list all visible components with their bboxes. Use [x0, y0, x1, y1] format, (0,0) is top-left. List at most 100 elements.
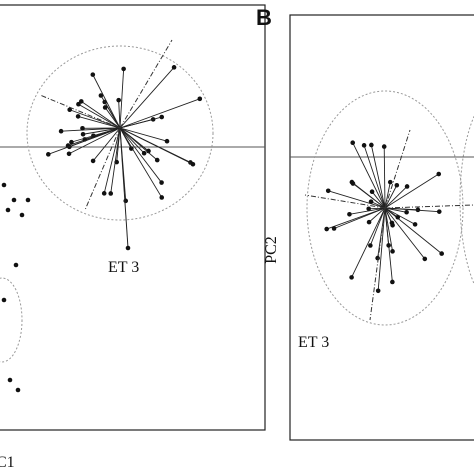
- panel-letter: B: [256, 5, 272, 30]
- point: [350, 140, 356, 145]
- group-label: ET 3: [108, 259, 139, 276]
- ray: [92, 127, 121, 162]
- ray: [377, 207, 386, 259]
- ray: [110, 127, 121, 194]
- confidence-ellipse: [0, 277, 23, 363]
- point: [159, 195, 165, 200]
- point: [190, 161, 196, 167]
- ray: [69, 109, 121, 129]
- ray: [119, 127, 162, 183]
- point: [125, 245, 131, 251]
- ray: [370, 144, 386, 209]
- point: [123, 198, 129, 204]
- axis-ray: [39, 94, 121, 129]
- ray: [328, 190, 386, 209]
- axis-ray: [384, 129, 411, 209]
- point: [369, 142, 374, 148]
- point: [80, 131, 86, 137]
- ray: [82, 127, 121, 135]
- point: [25, 197, 31, 203]
- point: [11, 197, 17, 203]
- point: [197, 96, 203, 102]
- ray: [68, 127, 121, 155]
- point: [19, 212, 25, 218]
- ray: [369, 207, 386, 246]
- point: [375, 255, 380, 261]
- ray: [349, 207, 386, 215]
- point: [331, 226, 337, 231]
- ray: [119, 98, 200, 129]
- panel-a: ET 3 C1: [0, 4, 266, 471]
- ray: [384, 207, 407, 213]
- ray: [119, 127, 163, 198]
- y-axis-label: PC2: [263, 236, 280, 264]
- ray: [371, 191, 386, 209]
- point: [90, 158, 96, 164]
- point: [66, 151, 72, 157]
- point: [76, 101, 81, 107]
- point: [171, 65, 177, 70]
- ray: [384, 185, 398, 209]
- ray: [119, 67, 175, 129]
- point: [361, 143, 367, 148]
- ray: [384, 207, 440, 213]
- ray: [352, 142, 386, 209]
- axis-ray: [369, 207, 386, 321]
- point: [412, 222, 418, 227]
- confidence-ellipse: [306, 90, 464, 326]
- ray: [71, 127, 121, 143]
- ray: [81, 101, 121, 129]
- point: [7, 377, 13, 383]
- point: [404, 184, 410, 189]
- ray: [119, 68, 125, 129]
- x-axis-label: C1: [0, 454, 15, 471]
- point: [164, 138, 170, 144]
- point: [46, 152, 51, 157]
- point: [366, 219, 372, 225]
- panel-b: B PC2 ET 3: [256, 5, 474, 441]
- plot-frame: [0, 4, 266, 431]
- point: [80, 126, 85, 131]
- point: [121, 66, 126, 72]
- point: [436, 171, 442, 177]
- point: [347, 212, 352, 217]
- ray: [119, 127, 194, 165]
- ray: [368, 207, 386, 223]
- ray: [383, 146, 386, 209]
- ray: [384, 207, 390, 246]
- ray: [384, 186, 408, 209]
- point: [375, 288, 381, 294]
- point: [325, 188, 331, 194]
- point: [154, 157, 160, 163]
- plot-frame: [289, 14, 474, 441]
- ray: [92, 74, 121, 129]
- axis-ray: [119, 39, 173, 129]
- point: [422, 256, 428, 262]
- axis-ray: [84, 127, 121, 211]
- ray: [61, 127, 121, 132]
- point: [1, 297, 7, 303]
- ray: [333, 207, 386, 229]
- ray: [119, 127, 168, 142]
- confidence-ellipse: [459, 115, 474, 285]
- point: [1, 182, 7, 188]
- axis-ray: [304, 194, 386, 209]
- ray: [377, 207, 386, 291]
- point: [67, 107, 72, 113]
- point: [389, 220, 395, 226]
- point: [366, 206, 372, 212]
- point: [98, 93, 104, 98]
- ray: [119, 127, 158, 161]
- ray: [77, 115, 121, 129]
- point: [159, 180, 164, 185]
- point: [129, 146, 134, 151]
- point: [15, 387, 21, 393]
- ray: [384, 207, 442, 254]
- ray: [119, 127, 129, 249]
- ray: [384, 207, 393, 252]
- ray: [384, 207, 426, 260]
- ray: [384, 173, 439, 209]
- ray: [384, 207, 393, 224]
- point: [69, 139, 74, 145]
